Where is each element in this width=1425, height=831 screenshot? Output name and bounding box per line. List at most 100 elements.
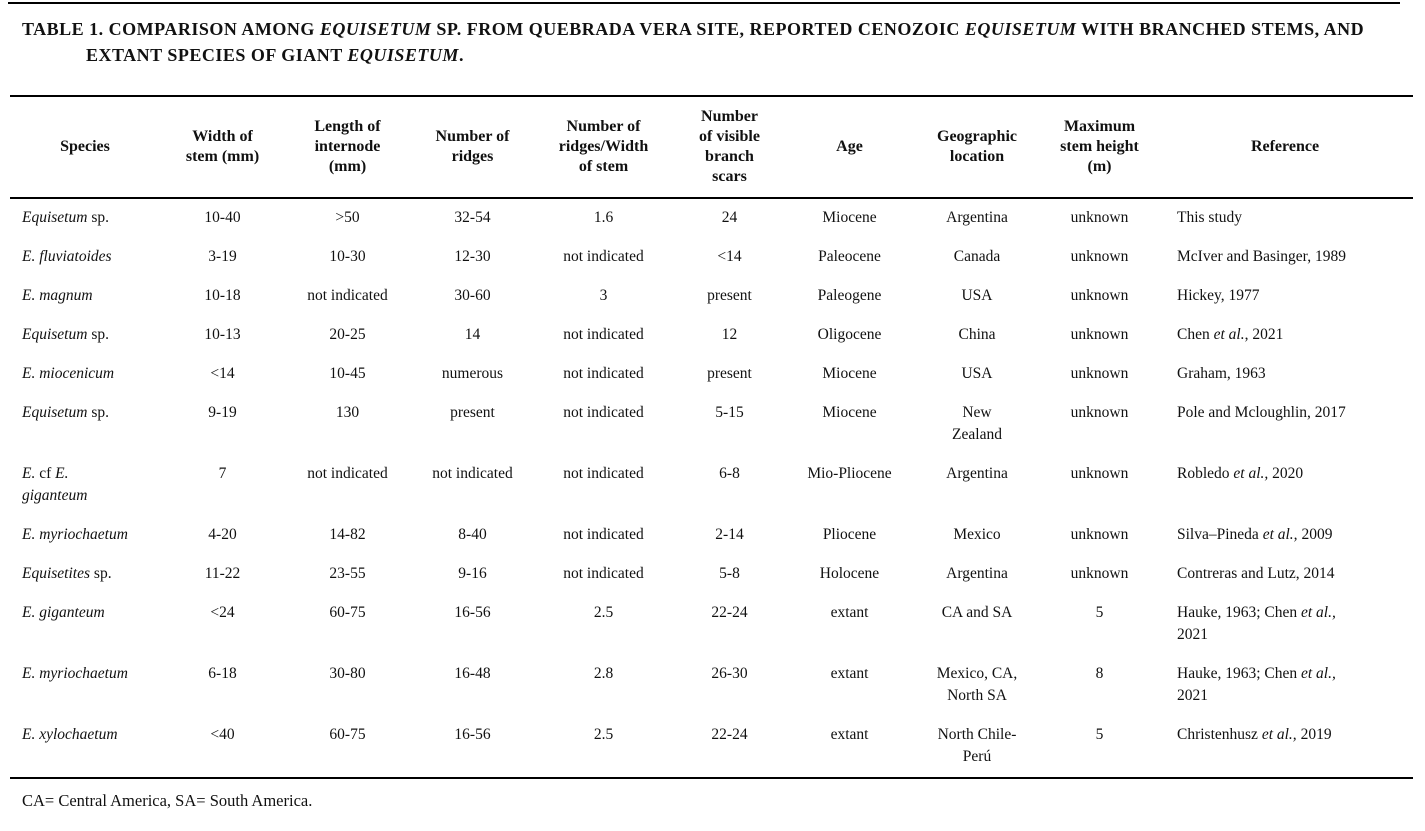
cell-reference: Chen et al., 2021 [1177, 326, 1284, 343]
cell-max-stem-height: 8 [1095, 665, 1104, 682]
cell-number-of-ridges: 16-56 [454, 604, 491, 621]
cell-internode-length: not indicated [307, 465, 388, 482]
cell-max-stem-height: unknown [1070, 209, 1129, 226]
cell-reference: Graham, 1963 [1177, 365, 1266, 382]
cell-reference: Contreras and Lutz, 2014 [1177, 565, 1335, 582]
cell-reference: Christenhusz et al., 2019 [1177, 726, 1332, 743]
cell-species: E. myriochaetum [22, 526, 128, 543]
cell-species: E. myriochaetum [22, 665, 128, 682]
table-row: Equisetum sp. 10-40 >50 32-54 1.6 24 Miocene Ar… [10, 198, 1413, 238]
cell-internode-length: 60-75 [329, 604, 366, 621]
cell-species: Equisetum sp. [22, 404, 109, 421]
cell-max-stem-height: 5 [1095, 726, 1104, 743]
cell-internode-length: not indicated [307, 287, 388, 304]
cell-number-of-ridges: present [450, 404, 495, 421]
cell-stem-width: 6-18 [208, 665, 237, 682]
cell-ridges-per-width: not indicated [563, 404, 644, 421]
cell-branch-scars: 6-8 [719, 465, 740, 482]
cell-number-of-ridges: numerous [441, 365, 504, 382]
table-row: Equisetum sp. 9-19 130 present not indicated… [10, 394, 1413, 455]
col-header-max-stem-height: Maximum stem height (m) [1042, 96, 1157, 199]
col-header-age: Age [787, 96, 912, 199]
cell-branch-scars: 12 [721, 326, 738, 343]
cell-branch-scars: 5-8 [719, 565, 740, 582]
cell-reference: Hauke, 1963; Chen et al., 2021 [1177, 604, 1336, 643]
cell-species: Equisetum sp. [22, 326, 109, 343]
cell-stem-width: 10-18 [204, 287, 241, 304]
cell-internode-length: 10-30 [329, 248, 366, 265]
cell-species: E. miocenicum [22, 365, 115, 382]
cell-geographic-location: CA and SA [941, 604, 1013, 621]
cell-branch-scars: 2-14 [715, 526, 744, 543]
cell-geographic-location: Mexico, CA, North SA [936, 665, 1018, 704]
cell-branch-scars: present [707, 287, 752, 304]
cell-internode-length: >50 [335, 209, 360, 226]
cell-ridges-per-width: not indicated [563, 248, 644, 265]
table-row: E. myriochaetum 6-18 30-80 16-48 2.8 26-30 ext… [10, 655, 1413, 716]
cell-max-stem-height: unknown [1070, 526, 1129, 543]
header-row: Species Width of stem (mm) Length of int… [10, 96, 1413, 199]
table-row: E. xylochaetum <40 60-75 16-56 2.5 22-24 extan… [10, 716, 1413, 778]
cell-stem-width: 9-19 [208, 404, 237, 421]
cell-branch-scars: present [707, 365, 752, 382]
cell-ridges-per-width: not indicated [563, 365, 644, 382]
cell-number-of-ridges: 16-48 [454, 665, 491, 682]
cell-reference: Robledo et al., 2020 [1177, 465, 1304, 482]
cell-max-stem-height: unknown [1070, 365, 1129, 382]
cell-species: E. giganteum [22, 604, 105, 621]
cell-branch-scars: <14 [717, 248, 742, 265]
cell-reference: Pole and Mcloughlin, 2017 [1177, 404, 1346, 421]
top-rule-divider [8, 2, 1400, 4]
cell-branch-scars: 5-15 [715, 404, 744, 421]
col-header-ridges-per-width: Number of ridges/Width of stem [535, 96, 672, 199]
cell-reference: This study [1177, 209, 1243, 226]
cell-internode-length: 30-80 [329, 665, 366, 682]
cell-stem-width: 10-40 [204, 209, 241, 226]
cell-stem-width: 7 [218, 465, 227, 482]
cell-geographic-location: Argentina [946, 209, 1008, 226]
cell-stem-width: <14 [210, 365, 235, 382]
col-header-reference: Reference [1157, 96, 1413, 199]
col-header-species: Species [10, 96, 160, 199]
cell-geographic-location: Mexico [953, 526, 1001, 543]
table-body: Equisetum sp. 10-40 >50 32-54 1.6 24 Miocene Ar… [10, 198, 1413, 778]
cell-age: extant [830, 665, 869, 682]
table-row: E. miocenicum <14 10-45 numerous not indicat… [10, 355, 1413, 394]
col-header-branch-scars: Number of visible branch scars [672, 96, 787, 199]
col-header-number-of-ridges: Number of ridges [410, 96, 535, 199]
cell-ridges-per-width: 2.5 [593, 604, 614, 621]
cell-branch-scars: 24 [721, 209, 738, 226]
cell-internode-length: 23-55 [329, 565, 366, 582]
cell-reference: Hickey, 1977 [1177, 287, 1260, 304]
cell-stem-width: 4-20 [208, 526, 237, 543]
cell-geographic-location: Argentina [946, 565, 1008, 582]
col-header-stem-width: Width of stem (mm) [160, 96, 285, 199]
table-row: E. magnum 10-18 not indicated 30-60 3 present… [10, 277, 1413, 316]
cell-geographic-location: Canada [953, 248, 1001, 265]
cell-branch-scars: 22-24 [711, 604, 748, 621]
table-row: Equisetites sp. 11-22 23-55 9-16 not indicat… [10, 555, 1413, 594]
cell-geographic-location: Argentina [946, 465, 1008, 482]
cell-internode-length: 60-75 [329, 726, 366, 743]
cell-geographic-location: USA [961, 287, 993, 304]
table-caption: TABLE 1. COMPARISON AMONG EQUISETUM SP. … [22, 19, 1365, 65]
col-header-internode-length: Length of internode (mm) [285, 96, 410, 199]
cell-max-stem-height: unknown [1070, 287, 1129, 304]
cell-stem-width: 10-13 [204, 326, 241, 343]
cell-ridges-per-width: not indicated [563, 526, 644, 543]
cell-internode-length: 10-45 [329, 365, 366, 382]
cell-number-of-ridges: 9-16 [458, 565, 487, 582]
cell-ridges-per-width: not indicated [563, 465, 644, 482]
cell-age: Pliocene [822, 526, 877, 543]
cell-ridges-per-width: 2.8 [593, 665, 614, 682]
table-row: E. fluviatoides 3-19 10-30 12-30 not indicat… [10, 238, 1413, 277]
cell-age: Miocene [822, 209, 877, 226]
cell-geographic-location: China [958, 326, 996, 343]
table-row: E. cf E. giganteum 7 not indicated not indic… [10, 455, 1413, 516]
cell-stem-width: 11-22 [204, 565, 241, 582]
cell-number-of-ridges: 16-56 [454, 726, 491, 743]
cell-geographic-location: USA [961, 365, 993, 382]
cell-species: Equisetum sp. [22, 209, 109, 226]
cell-branch-scars: 26-30 [711, 665, 748, 682]
